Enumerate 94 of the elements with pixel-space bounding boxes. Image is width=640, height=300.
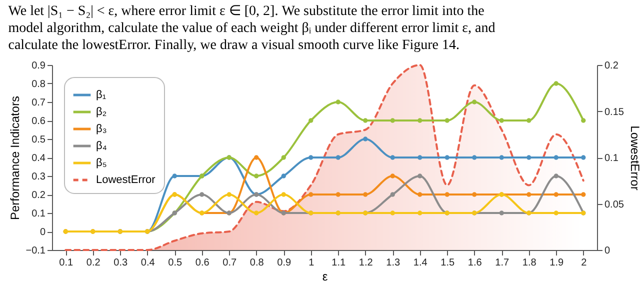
x-tick-label: 0.4 [140,258,156,268]
point [499,155,504,160]
y-tick-label: 0.6 [32,116,46,127]
legend-label: β₁ [96,89,106,101]
point [390,210,395,216]
point [390,118,395,123]
point [390,155,395,160]
point [418,174,422,178]
point [554,192,558,197]
point [418,118,422,123]
point [336,155,340,160]
y-tick-label: 0.9 [32,60,46,72]
point [336,100,340,104]
point [390,174,395,178]
point [254,174,259,178]
y2-tick-label: 0.05 [604,199,624,210]
x-tick-label: 1.2 [358,258,374,268]
y-tick-label: 0 [40,227,46,238]
y-tick-label: 0.8 [32,79,46,90]
x-tick-label: 1 [308,258,315,268]
x-tick-label: 0.7 [222,258,238,268]
y-tick-label: −0.1 [26,246,46,256]
point [281,155,286,160]
x-tick-label: 0.3 [114,258,128,268]
point [526,155,532,160]
legend-label: β₃ [96,123,107,135]
point [581,192,586,197]
x-tick-label: 0.1 [59,258,74,268]
point [172,174,177,178]
point [281,174,286,178]
point [581,155,586,160]
point [418,192,422,197]
y-tick-label: 0.5 [32,134,46,146]
y2-tick-label: 0 [604,246,610,256]
point [581,118,586,123]
point [308,192,314,197]
point [336,192,340,197]
point [472,155,477,160]
point [226,192,232,197]
x-tick-label: 1.4 [413,258,428,268]
y2-tick-label: 0.1 [604,153,619,164]
legend-label: LowestError [96,174,156,186]
point [554,155,558,160]
point [554,210,558,216]
y-tick-label: 0.3 [32,172,46,182]
point [526,118,532,123]
point [499,118,504,123]
point [554,81,558,86]
legend-label: β₂ [96,106,107,118]
point [390,192,395,197]
x-tick-label: 0.5 [168,258,183,268]
x-tick-label: 1.7 [495,258,510,268]
point [363,136,368,142]
x-tick-label: 1.8 [522,258,537,268]
point [308,155,314,160]
point [499,210,504,216]
x-tick-label: 1.6 [468,258,482,268]
point [444,192,450,197]
y2-axis-title: LowestError [628,126,640,190]
x-tick-label: 1.9 [550,258,564,268]
legend-label: β₅ [96,157,107,169]
x-tick-label: 1.1 [332,258,346,268]
x-tick-label: 1.3 [386,258,401,268]
point [281,192,286,197]
point [444,118,450,123]
point [526,192,532,197]
point [472,192,477,197]
x-tick-label: 0.6 [195,258,210,268]
point [254,155,259,160]
chart-title: We let |S₁ − S₂| < ε, where error limit ε ∈ [0, 2]. We substitute the error limit into the model algorithm, calculate the value of each weight βᵢ under different error limit ε, and calculate the lowestError. Finally, we draw a visual smooth curve like Figure 14. [8,4,496,53]
point [363,192,368,197]
point [308,118,314,123]
point [554,174,558,178]
y-tick-label: 0.4 [32,153,46,164]
y2-tick-label: 0.15 [604,106,624,118]
x-tick-label: 0.8 [250,258,264,268]
point [418,210,422,216]
x-tick-label: 0.2 [86,258,101,268]
x-tick-label: 0.9 [277,258,292,268]
point [444,155,450,160]
y2-tick-label: 0.2 [604,60,619,72]
x-tick-label: 2 [581,258,588,268]
y-tick-label: 0.2 [32,190,46,201]
y-tick-label: 0.7 [32,98,46,108]
point [254,210,259,216]
point [200,192,204,197]
y-axis-title: Performance Indicators [8,96,22,220]
point [363,118,368,123]
point [418,155,422,160]
point [472,100,477,104]
x-tick-label: 1.5 [440,258,456,268]
x-axis-title: ε [322,270,328,284]
legend-label: β₄ [96,140,108,152]
y-tick-label: 0.1 [32,208,46,220]
